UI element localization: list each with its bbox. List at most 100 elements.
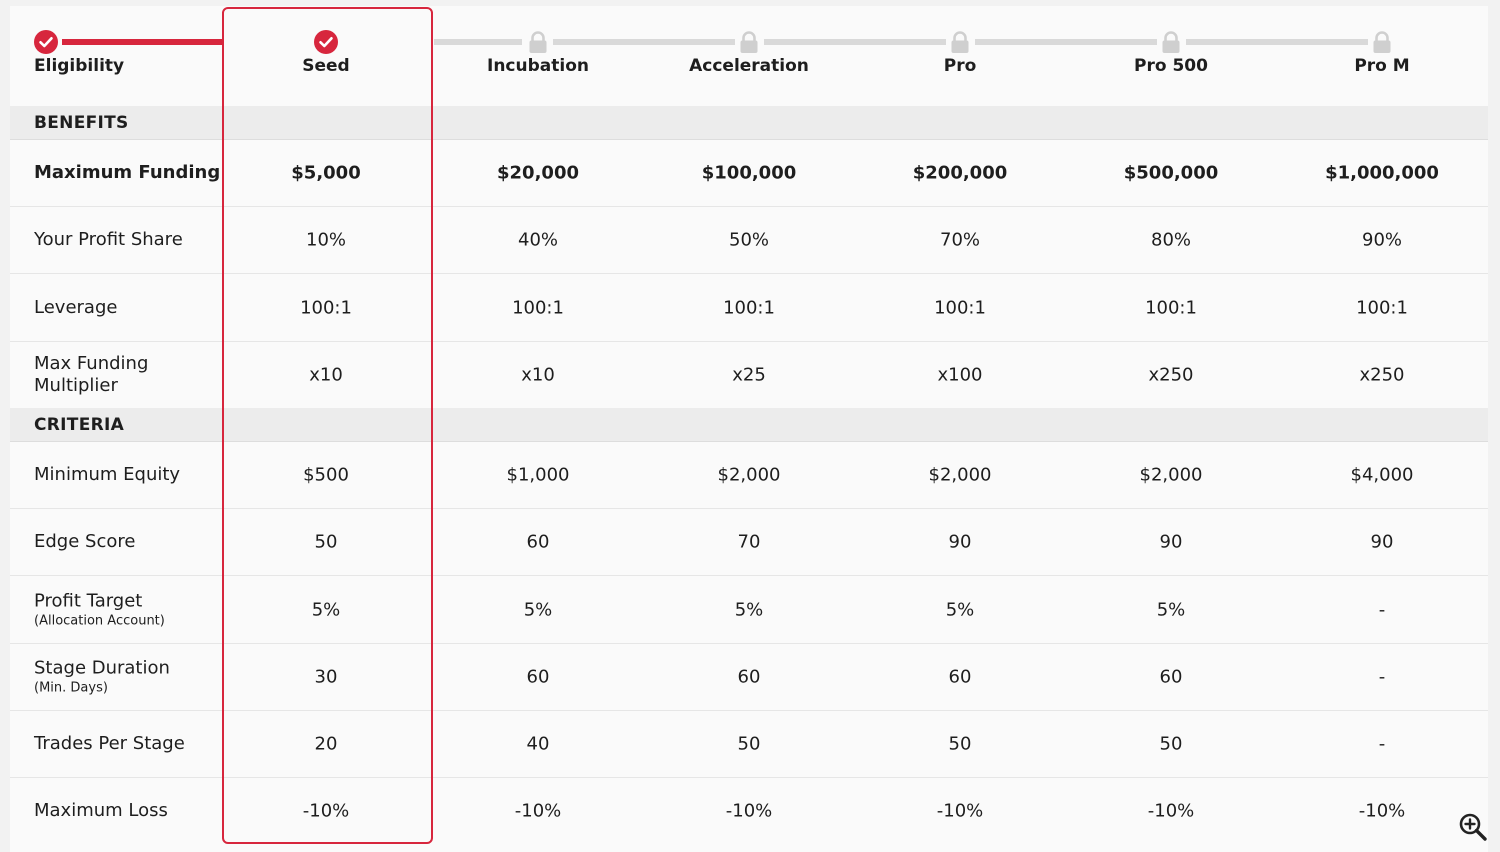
table-cell: 30 — [314, 666, 338, 688]
table-cell: $4,000 — [1350, 464, 1414, 486]
row-label: Leverage — [34, 296, 118, 318]
table-cell: 60 — [526, 531, 550, 553]
lock-icon — [1370, 30, 1394, 54]
table-cell: x10 — [309, 364, 343, 386]
table-cell: -10% — [1147, 800, 1195, 822]
table-cell: $1,000 — [506, 464, 570, 486]
table-cell: $500,000 — [1123, 162, 1219, 184]
table-cell: 100:1 — [512, 297, 564, 318]
table-cell: x100 — [937, 364, 983, 386]
table-cell: $5,000 — [291, 162, 361, 184]
table-row: Max Funding Multiplier x10 x10 x25 x100 … — [10, 342, 1488, 408]
table-cell: 90% — [1361, 229, 1403, 251]
table-cell: 60 — [948, 666, 972, 688]
table-cell: - — [1378, 599, 1386, 620]
table-cell: 60 — [737, 666, 761, 688]
table-cell: 5% — [734, 599, 764, 620]
table-cell: 50 — [314, 531, 338, 553]
progress-track — [1186, 39, 1368, 45]
table-cell: 80% — [1150, 229, 1192, 251]
row-label: Your Profit Share — [34, 229, 183, 250]
row-label: Profit Target (Allocation Account) — [34, 590, 224, 629]
lock-icon — [948, 30, 972, 54]
table-cell: $500 — [303, 464, 349, 486]
check-circle-icon — [314, 30, 338, 54]
table-cell: $2,000 — [1139, 464, 1203, 486]
table-cell: 50 — [737, 733, 761, 755]
progress-track — [975, 39, 1157, 45]
section-title: BENEFITS — [34, 112, 129, 133]
table-cell: x25 — [732, 364, 766, 386]
table-cell: 100:1 — [934, 297, 986, 318]
table-cell: 40% — [517, 229, 559, 251]
section-header-criteria: CRITERIA — [10, 408, 1488, 442]
table-cell: -10% — [1358, 800, 1406, 822]
stage-comparison-card: Eligibility Seed Incubation Acceleration… — [10, 6, 1488, 852]
table-cell: 90 — [1370, 531, 1394, 553]
stage-label-incubation[interactable]: Incubation — [487, 56, 589, 76]
row-label: Minimum Equity — [34, 464, 181, 485]
section-header-benefits: BENEFITS — [10, 106, 1488, 140]
table-cell: 20 — [314, 733, 338, 755]
progress-track — [553, 39, 735, 45]
progress-track-complete — [62, 39, 222, 45]
table-cell: -10% — [302, 800, 350, 822]
table-cell: 10% — [305, 229, 347, 251]
table-cell: 50 — [1159, 733, 1183, 755]
table-row: Minimum Equity $500 $1,000 $2,000 $2,000… — [10, 442, 1488, 509]
stage-label-acceleration[interactable]: Acceleration — [689, 56, 809, 76]
table-cell: 50% — [728, 229, 770, 251]
table-cell: $2,000 — [717, 464, 781, 486]
table-cell: $20,000 — [497, 162, 579, 184]
table-cell: -10% — [725, 800, 773, 822]
table-cell: 70 — [737, 531, 761, 553]
row-label-text: Stage Duration — [34, 657, 170, 679]
stage-label-pro-m[interactable]: Pro M — [1354, 56, 1410, 76]
table-row: Stage Duration (Min. Days) 30 60 60 60 6… — [10, 644, 1488, 711]
section-title: CRITERIA — [34, 414, 125, 435]
row-label-sub: (Min. Days) — [34, 680, 108, 696]
lock-icon — [1159, 30, 1183, 54]
stage-label-eligibility[interactable]: Eligibility — [34, 56, 125, 76]
table-cell: 70% — [939, 229, 981, 251]
table-row: Your Profit Share 10% 40% 50% 70% 80% 90… — [10, 207, 1488, 274]
row-label: Maximum Funding — [34, 162, 221, 183]
stage-stepper: Eligibility Seed Incubation Acceleration… — [10, 6, 1488, 106]
table-cell: -10% — [514, 800, 562, 822]
stage-label-seed[interactable]: Seed — [302, 56, 350, 76]
table-cell: - — [1378, 733, 1386, 755]
table-cell: 40 — [526, 733, 550, 755]
row-label: Trades Per Stage — [34, 733, 185, 754]
progress-track — [434, 39, 522, 45]
table-cell: 5% — [945, 599, 975, 620]
lock-icon — [737, 30, 761, 54]
table-row: Maximum Funding $5,000 $20,000 $100,000 … — [10, 140, 1488, 207]
stage-label-pro-500[interactable]: Pro 500 — [1134, 56, 1208, 76]
table-row: Trades Per Stage 20 40 50 50 50 - — [10, 711, 1488, 778]
stage-label-pro[interactable]: Pro — [943, 56, 977, 76]
table-cell: 100:1 — [1145, 297, 1197, 318]
table-cell: 5% — [523, 599, 553, 620]
table-cell: $1,000,000 — [1325, 162, 1439, 184]
row-label-text: Profit Target — [34, 590, 143, 611]
table-row: Leverage 100:1 100:1 100:1 100:1 100:1 1… — [10, 274, 1488, 342]
row-label: Maximum Loss — [34, 800, 168, 821]
row-label-sub: (Allocation Account) — [34, 613, 165, 628]
table-cell: 90 — [1159, 531, 1183, 553]
lock-icon — [526, 30, 550, 54]
table-cell: 50 — [948, 733, 972, 755]
table-cell: - — [1378, 666, 1386, 688]
table-cell: x250 — [1359, 364, 1405, 386]
table-cell: 5% — [311, 599, 341, 620]
table-cell: $2,000 — [928, 464, 992, 486]
row-label: Edge Score — [34, 531, 136, 552]
table-row: Profit Target (Allocation Account) 5% 5%… — [10, 576, 1488, 644]
check-circle-icon — [34, 30, 58, 54]
table-cell: 100:1 — [300, 297, 352, 318]
zoom-in-icon[interactable] — [1458, 812, 1488, 842]
table-cell: 90 — [948, 531, 972, 553]
row-label: Stage Duration (Min. Days) — [34, 658, 224, 697]
table-cell: 60 — [526, 666, 550, 688]
table-cell: x250 — [1148, 364, 1194, 386]
table-cell: 60 — [1159, 666, 1183, 688]
